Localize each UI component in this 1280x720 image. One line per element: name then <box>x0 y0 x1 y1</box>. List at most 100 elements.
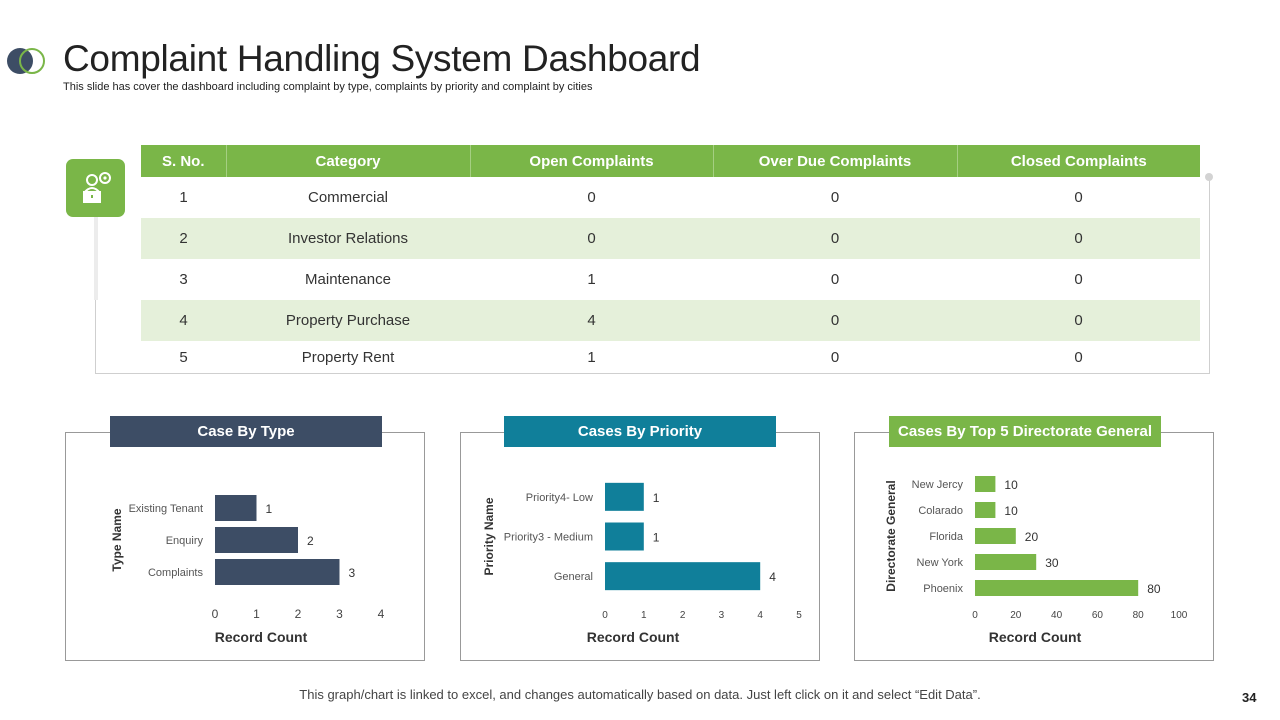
category-label: Existing Tenant <box>129 503 203 515</box>
category-label: Enquiry <box>166 535 204 547</box>
cell-overdue: 0 <box>713 218 957 259</box>
icon-stem <box>94 215 98 300</box>
x-axis-label: Record Count <box>587 629 680 645</box>
frame-dot <box>1205 173 1213 181</box>
cell-overdue: 0 <box>713 300 957 341</box>
x-tick-label: 4 <box>757 610 763 621</box>
category-label: Priority3 - Medium <box>504 532 593 544</box>
case-by-type-title: Case By Type <box>110 416 382 447</box>
data-label: 1 <box>653 491 660 505</box>
bar-new-york <box>975 554 1037 570</box>
bar-phoenix <box>975 580 1139 596</box>
table-row: 2 Investor Relations 0 0 0 <box>141 218 1200 259</box>
bar-existing-tenant <box>215 495 257 521</box>
data-label: 3 <box>349 566 356 580</box>
case-by-type-chart: Existing Tenant 1 Enquiry 2 Complaints 3 0 1 2 3 4… <box>110 495 385 645</box>
cases-by-directorate-chart: New Jercy 10 Colarado 10 Florida 20 New York 30… <box>884 476 1188 645</box>
cases-by-directorate-panel: New Jercy 10 Colarado 10 Florida 20 New York 30… <box>854 432 1214 661</box>
bar-general <box>605 562 761 591</box>
cell-overdue: 0 <box>830 271 840 288</box>
x-tick-label: 3 <box>719 610 725 621</box>
header-closed: Closed Complaints <box>957 145 1200 177</box>
table-row: 4 Property Purchase 4 0 0 <box>141 300 1200 341</box>
complaint-desk-icon <box>66 159 125 217</box>
x-tick-label: 0 <box>602 610 608 621</box>
case-by-type-panel: Existing Tenant 1 Enquiry 2 Complaints 3 0 1 2 3 4… <box>65 432 425 661</box>
cases-by-priority-chart: Priority4- Low 1 Priority3 - Medium 1 Genera… <box>482 482 802 645</box>
category-label: Priority4- Low <box>526 492 593 504</box>
header-overdue: Over Due Complaints <box>713 145 958 177</box>
page-number: 34 <box>1242 690 1257 705</box>
cell-overdue: 0 <box>830 189 840 206</box>
x-tick-label: 1 <box>641 610 647 621</box>
bar-complaints <box>215 559 340 585</box>
page-title: Complaint Handling System Dashboard <box>63 38 701 79</box>
category-label: Florida <box>929 531 964 543</box>
cell-open: 0 <box>470 218 713 259</box>
cell-sno: 3 <box>179 271 188 288</box>
data-label: 4 <box>769 570 776 584</box>
y-axis-label: Type Name <box>110 508 124 571</box>
x-tick-label: 80 <box>1133 610 1145 621</box>
table-header-row: S. No. Category Open Complaints Over Due… <box>141 145 1200 177</box>
logo-icon <box>7 48 45 74</box>
header-open: Open Complaints <box>470 145 714 177</box>
cell-category: Maintenance <box>305 271 391 288</box>
data-label: 20 <box>1025 530 1039 544</box>
cell-closed: 0 <box>1074 189 1083 206</box>
x-tick-label: 4 <box>378 607 385 621</box>
x-tick-label: 100 <box>1171 610 1188 621</box>
category-label: Complaints <box>148 567 204 579</box>
data-label: 80 <box>1147 582 1161 596</box>
data-label: 10 <box>1004 504 1018 518</box>
bar-florida <box>975 528 1016 544</box>
bar-priority3-medium <box>605 522 644 551</box>
cell-category: Property Purchase <box>226 300 470 341</box>
x-axis-label: Record Count <box>989 629 1082 645</box>
cell-closed: 0 <box>1074 348 1083 366</box>
category-label: New Jercy <box>912 479 964 491</box>
x-tick-label: 20 <box>1010 610 1022 621</box>
cases-by-directorate-title: Cases By Top 5 Directorate General <box>889 416 1161 447</box>
bar-colarado <box>975 502 996 518</box>
header-category: Category <box>226 145 471 177</box>
cell-sno: 2 <box>141 218 226 259</box>
data-label: 2 <box>307 534 314 548</box>
cell-closed: 0 <box>957 300 1200 341</box>
x-tick-label: 60 <box>1092 610 1104 621</box>
category-label: General <box>554 571 593 583</box>
table-row: 5 Property Rent 1 0 0 <box>141 341 1200 373</box>
x-tick-label: 0 <box>972 610 978 621</box>
cell-sno: 5 <box>179 348 188 366</box>
x-tick-label: 5 <box>796 610 802 621</box>
cases-by-priority-panel: Priority4- Low 1 Priority3 - Medium 1 Genera… <box>460 432 820 661</box>
cell-category: Property Rent <box>301 348 395 366</box>
cases-by-priority-title: Cases By Priority <box>504 416 776 447</box>
y-axis-label: Priority Name <box>482 497 496 575</box>
cell-open: 1 <box>587 348 596 366</box>
cell-category: Commercial <box>307 189 388 206</box>
cell-open: 0 <box>587 189 596 206</box>
category-label: Phoenix <box>923 583 963 595</box>
category-label: Colarado <box>918 505 963 517</box>
bar-enquiry <box>215 527 298 553</box>
cell-open: 4 <box>470 300 713 341</box>
cell-sno: 4 <box>141 300 226 341</box>
x-tick-label: 3 <box>336 607 343 621</box>
x-tick-label: 2 <box>295 607 302 621</box>
bar-priority4-low <box>605 482 644 511</box>
x-tick-label: 40 <box>1051 610 1063 621</box>
y-axis-label: Directorate General <box>884 480 898 591</box>
category-label: New York <box>917 557 964 569</box>
complaints-table: S. No. Category Open Complaints Over Due… <box>141 145 1200 373</box>
cell-overdue: 0 <box>830 348 840 366</box>
header-sno: S. No. <box>141 145 227 177</box>
x-tick-label: 0 <box>212 607 219 621</box>
table-row: 3 Maintenance 1 0 0 <box>141 259 1200 300</box>
x-tick-label: 1 <box>253 607 260 621</box>
footer-note: This graph/chart is linked to excel, and… <box>299 687 981 702</box>
data-label: 1 <box>266 502 273 516</box>
cell-sno: 1 <box>179 189 188 206</box>
cell-open: 1 <box>587 271 596 288</box>
bar-new-jercy <box>975 476 996 492</box>
